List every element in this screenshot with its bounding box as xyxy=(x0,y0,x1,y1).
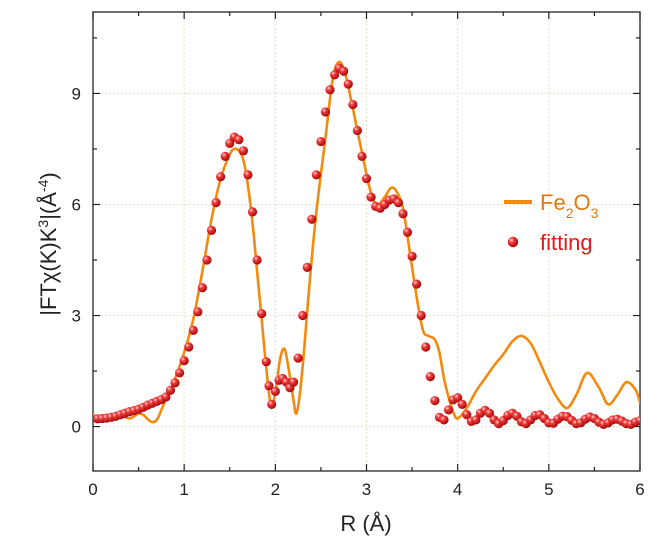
fitting-point xyxy=(193,307,203,317)
fitting-point xyxy=(348,99,358,110)
fitting-point xyxy=(252,255,262,265)
fitting-point xyxy=(243,170,253,180)
fitting-point xyxy=(439,415,449,425)
x-tick-label: 3 xyxy=(362,480,371,499)
fitting-point xyxy=(247,207,258,217)
fitting-point xyxy=(443,405,454,415)
legend: Fe2O3 fitting xyxy=(504,190,599,255)
fitting-point xyxy=(329,70,340,80)
fitting-point xyxy=(453,393,463,403)
legend-label-fitting: fitting xyxy=(540,230,593,255)
y-tick-label: 9 xyxy=(72,84,81,103)
fitting-point xyxy=(179,356,189,366)
fitting-point xyxy=(421,342,431,352)
fitting-point xyxy=(402,227,413,237)
y-tick-label: 3 xyxy=(72,307,81,326)
fitting-point xyxy=(484,408,495,418)
fitting-point xyxy=(471,415,481,425)
fitting-point xyxy=(267,399,277,409)
fitting-point xyxy=(425,372,435,382)
fitting-point xyxy=(175,368,185,378)
fitting-point xyxy=(462,410,472,420)
fitting-point xyxy=(412,279,422,289)
fitting-point xyxy=(202,255,212,265)
fitting-point xyxy=(220,151,230,161)
fitting-point xyxy=(352,125,362,136)
fitting-point xyxy=(320,107,331,117)
fitting-point xyxy=(407,251,417,261)
x-tick-label: 0 xyxy=(88,480,97,499)
y-tick-label: 6 xyxy=(72,195,81,214)
fitting-point xyxy=(288,377,299,387)
fitting-point xyxy=(197,283,207,293)
fitting-point xyxy=(211,198,221,208)
fitting-point xyxy=(307,214,317,224)
fitting-point xyxy=(302,262,312,273)
x-tick-label: 4 xyxy=(453,480,462,499)
fitting-point xyxy=(635,416,640,426)
axis-ticks xyxy=(92,12,641,471)
x-tick-labels: 0 1 2 3 4 5 6 xyxy=(88,480,644,499)
fitting-point xyxy=(325,85,335,95)
fitting-point xyxy=(298,310,308,321)
x-tick-label: 1 xyxy=(179,480,188,499)
fitting-point xyxy=(216,172,226,182)
fitting-point xyxy=(393,198,404,208)
fitting-point xyxy=(170,378,180,388)
fitting-point xyxy=(361,173,372,184)
fitting-point xyxy=(316,136,326,147)
grid-lines xyxy=(93,12,640,471)
y-tick-labels: 0 3 6 9 xyxy=(72,84,81,436)
x-tick-label: 5 xyxy=(544,480,553,499)
legend-label-fe2o3: Fe2O3 xyxy=(540,190,599,221)
y-tick-label: 0 xyxy=(72,418,81,437)
fitting-point xyxy=(161,392,171,402)
fitting-point xyxy=(398,209,408,219)
fitting-point xyxy=(457,399,467,409)
fitting-point xyxy=(339,66,349,76)
fitting-point xyxy=(234,135,244,145)
fitting-point xyxy=(257,309,267,319)
series-markers-fitting xyxy=(93,63,640,429)
fitting-point xyxy=(261,357,271,367)
legend-marker-swatch xyxy=(507,236,519,248)
fitting-point xyxy=(357,151,367,161)
fitting-point xyxy=(343,79,353,89)
fitting-point xyxy=(188,325,198,335)
fitting-point xyxy=(293,353,303,363)
y-axis-label: |FTχ(K)K3|(Å-4) xyxy=(35,172,61,315)
x-tick-label: 6 xyxy=(635,480,644,499)
fitting-point xyxy=(264,381,274,391)
x-tick-label: 2 xyxy=(271,480,280,499)
fitting-point xyxy=(430,396,440,406)
x-axis-label: R (Å) xyxy=(340,511,391,536)
fitting-point xyxy=(366,192,376,202)
fitting-point xyxy=(311,170,321,180)
fitting-point xyxy=(184,342,194,352)
fitting-point xyxy=(270,386,280,397)
fitting-point xyxy=(238,146,249,156)
fitting-point xyxy=(416,310,426,321)
fitting-point xyxy=(206,225,217,235)
fitting-point xyxy=(165,385,176,395)
